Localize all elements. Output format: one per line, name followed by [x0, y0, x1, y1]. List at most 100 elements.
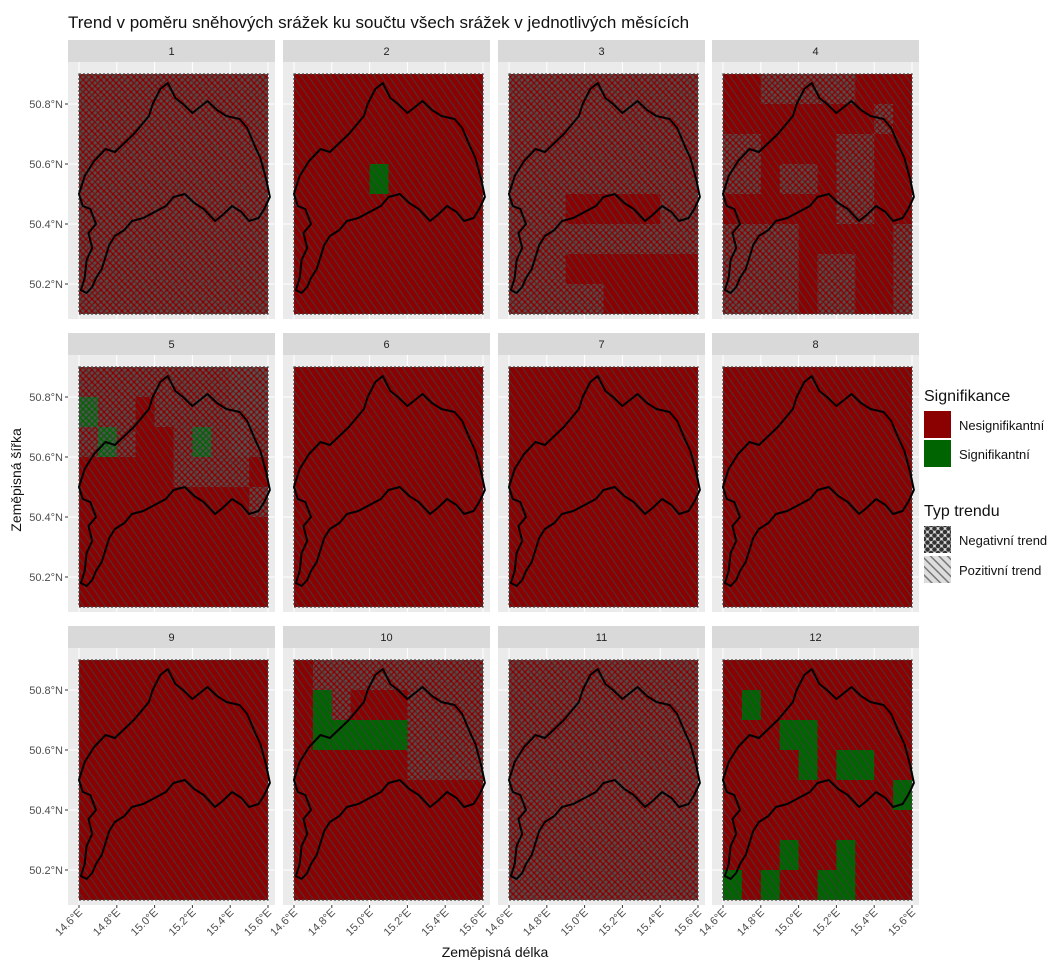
raster-cell-negative-trend	[836, 134, 875, 224]
x-tick-label: 15.4°E	[204, 907, 236, 939]
raster-cell-negative-trend	[79, 397, 136, 457]
trend-stripe-overlay	[723, 367, 912, 607]
facet-panel-5: 5	[68, 333, 275, 612]
legend: Signifikance Nesignifikantní Signifikant…	[924, 388, 1047, 583]
facet-strip-label: 11	[596, 632, 607, 644]
raster-cell-negative-trend	[249, 487, 268, 517]
facet-strip-label: 7	[598, 339, 604, 351]
x-axis-ticks: 14.6°E 14.8°E 15.0°E 15.2°E 15.4°E 15.6°E14.6…	[53, 905, 918, 939]
legend-significance-title: Signifikance	[924, 388, 1010, 405]
legend-swatch-nonsignificant	[924, 411, 951, 438]
facet-panel-8: 8	[712, 333, 919, 612]
trend-stripe-overlay	[509, 367, 698, 607]
basin-outline	[78, 375, 271, 587]
facet-strip	[283, 40, 490, 62]
x-tick-label: 15.6°E	[886, 907, 918, 939]
x-tick-label: 15.0°E	[773, 907, 805, 939]
facet-panel-6: 6	[283, 333, 490, 612]
y-tick-label: 50.4°N	[29, 805, 63, 817]
basin-outline	[78, 82, 271, 294]
trend-stripe-overlay	[723, 660, 912, 900]
facet-panel-4: 4	[712, 40, 919, 319]
facet-strip-label: 3	[598, 46, 604, 58]
trend-stripe-overlay	[79, 660, 268, 900]
facet-strip	[712, 40, 919, 62]
y-tick-label: 50.4°N	[29, 512, 63, 524]
legend-swatch-positive	[924, 556, 951, 583]
y-tick-label: 50.2°N	[29, 865, 63, 877]
x-tick-label: 15.4°E	[848, 907, 880, 939]
raster-cell-negative-trend	[723, 224, 799, 314]
x-tick-label: 15.0°E	[559, 907, 591, 939]
x-tick-label: 15.2°E	[382, 907, 414, 939]
x-tick-label: 15.0°E	[129, 907, 161, 939]
x-tick-label: 14.6°E	[483, 907, 515, 939]
facet-strip-label: 5	[168, 339, 174, 351]
x-tick-label: 15.4°E	[634, 907, 666, 939]
raster-cell-negative-trend	[893, 224, 912, 314]
raster-cell-negative-trend	[331, 690, 351, 720]
raster-cell-negative-trend	[509, 660, 698, 900]
facet-strip	[283, 626, 490, 648]
x-tick-label: 15.6°E	[242, 907, 274, 939]
basin-outline	[508, 82, 701, 294]
facet-panel-3: 3	[498, 40, 705, 319]
facet-strip-label: 9	[168, 632, 174, 644]
x-tick-label: 14.8°E	[521, 907, 553, 939]
basin-outline	[722, 375, 915, 587]
facet-strip	[68, 333, 275, 355]
facet-panel-11: 11	[498, 626, 705, 905]
x-tick-label: 15.6°E	[672, 907, 704, 939]
legend-item-significant: Signifikantní	[959, 447, 1030, 462]
x-axis-label: Zeměpisná délka	[442, 944, 549, 960]
y-axis-label: Zeměpisná šířka	[8, 428, 24, 532]
facet-strip	[498, 40, 705, 62]
raster-cell-negative-trend	[565, 224, 698, 254]
basin-outline	[78, 668, 271, 880]
legend-item-positive: Pozitivní trend	[959, 563, 1041, 578]
basin-outline	[508, 375, 701, 587]
facet-strip-label: 6	[383, 339, 389, 351]
x-tick-label: 15.4°E	[419, 907, 451, 939]
facet-strip-label: 8	[812, 339, 818, 351]
legend-item-negative: Negativní trend	[959, 533, 1047, 548]
x-tick-label: 15.2°E	[167, 907, 199, 939]
facet-strip-label: 4	[812, 46, 818, 58]
trend-stripe-overlay	[294, 74, 483, 314]
raster-cell-negative-trend	[509, 74, 698, 194]
legend-swatch-significant	[924, 440, 951, 467]
y-tick-label: 50.8°N	[29, 392, 63, 404]
raster-cell-negative-trend	[760, 74, 856, 104]
legend-swatch-negative	[924, 526, 951, 553]
y-tick-label: 50.2°N	[29, 572, 63, 584]
facet-panel-10: 10	[283, 626, 490, 905]
x-tick-label: 15.2°E	[597, 907, 629, 939]
basin-outline	[293, 668, 486, 880]
y-tick-label: 50.4°N	[29, 219, 63, 231]
raster-cell-negative-trend	[79, 74, 268, 314]
x-tick-label: 14.8°E	[735, 907, 767, 939]
facet-strip	[68, 40, 275, 62]
basin-outline	[293, 82, 486, 294]
legend-item-nonsignificant: Nesignifikantní	[959, 418, 1045, 433]
y-tick-label: 50.6°N	[29, 159, 63, 171]
chart-title: Trend v poměru sněhových srážek ku součt…	[68, 13, 689, 32]
raster-cell-negative-trend	[817, 254, 856, 314]
y-axis-ticks: 50.2°N 50.4°N 50.6°N 50.8°N 50.2°N 50.4°N 50.6…	[29, 99, 68, 877]
x-tick-label: 15.2°E	[811, 907, 843, 939]
legend-trend-title: Typ trendu	[924, 503, 1000, 520]
x-tick-label: 14.6°E	[697, 907, 729, 939]
x-tick-label: 14.8°E	[306, 907, 338, 939]
raster-cell-negative-trend	[312, 660, 483, 690]
raster-cell-negative-trend	[779, 164, 818, 194]
facet-strip	[712, 626, 919, 648]
facet-strip-label: 10	[380, 632, 392, 644]
facet-strip	[283, 333, 490, 355]
raster-cell-negative-trend	[723, 134, 761, 194]
y-tick-label: 50.2°N	[29, 279, 63, 291]
panels-group: 1 2 3 45 6 7 89 10 11 12	[68, 40, 919, 905]
basin-outline	[508, 668, 701, 880]
basin-outline	[722, 668, 915, 880]
facet-strip	[712, 333, 919, 355]
